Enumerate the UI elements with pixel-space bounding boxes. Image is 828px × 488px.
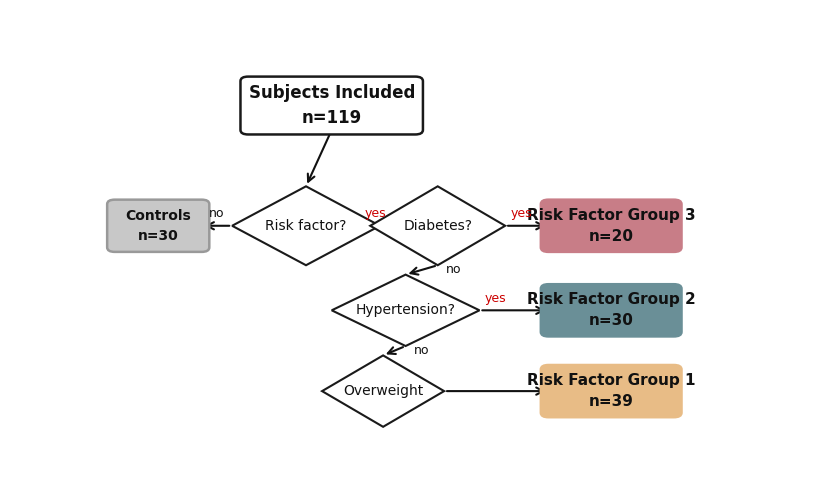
Text: Risk Factor Group 3
n=20: Risk Factor Group 3 n=20: [527, 208, 695, 244]
Text: Subjects Included
n=119: Subjects Included n=119: [248, 84, 414, 127]
FancyBboxPatch shape: [540, 284, 681, 336]
FancyBboxPatch shape: [107, 200, 209, 252]
Polygon shape: [232, 186, 379, 265]
Text: no: no: [209, 207, 224, 220]
FancyBboxPatch shape: [240, 77, 422, 135]
Text: Risk Factor Group 2
n=30: Risk Factor Group 2 n=30: [526, 292, 695, 328]
FancyBboxPatch shape: [540, 200, 681, 252]
Polygon shape: [370, 186, 504, 265]
Polygon shape: [331, 275, 479, 346]
Text: Diabetes?: Diabetes?: [402, 219, 472, 233]
Text: Controls
n=30: Controls n=30: [125, 209, 191, 243]
Text: no: no: [445, 264, 461, 276]
FancyBboxPatch shape: [540, 365, 681, 417]
Text: yes: yes: [363, 207, 385, 220]
Text: yes: yes: [484, 292, 506, 305]
Text: Overweight: Overweight: [343, 384, 423, 398]
Polygon shape: [321, 355, 444, 427]
Text: no: no: [413, 344, 429, 357]
Text: yes: yes: [510, 207, 532, 220]
Text: Hypertension?: Hypertension?: [355, 304, 455, 317]
Text: Risk Factor Group 1
n=39: Risk Factor Group 1 n=39: [527, 373, 695, 409]
Text: Risk factor?: Risk factor?: [265, 219, 346, 233]
